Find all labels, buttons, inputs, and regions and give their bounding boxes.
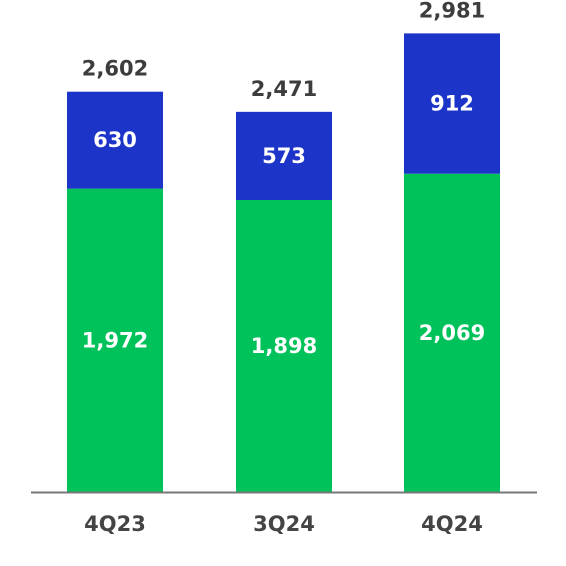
segment-value-label: 2,069 [419,321,485,345]
total-value-label: 2,981 [419,0,485,22]
segment-value-label: 912 [430,92,474,116]
total-value-label: 2,471 [251,77,317,101]
segment-value-label: 573 [262,144,306,168]
labels-group: 1,972 630 2,602 4Q23 1,898 573 2,471 3Q24 2,069 9… [82,0,485,536]
bar-segment-4q24-s1 [404,33,500,174]
segment-value-label: 1,972 [82,328,148,352]
bar-segment-3q24-s1 [236,111,332,200]
bar-segment-4q24-s0 [404,173,500,492]
bar-segment-4q23-s1 [67,91,163,189]
category-tick-label: 4Q23 [84,512,146,536]
segment-value-label: 1,898 [251,334,317,358]
total-value-label: 2,602 [82,57,148,81]
bar-segment-4q23-s0 [67,188,163,492]
category-tick-label: 4Q24 [421,512,483,536]
category-tick-label: 3Q24 [253,512,315,536]
segment-value-label: 630 [93,128,137,152]
bar-segment-3q24-s0 [236,200,332,492]
bars-group [67,33,500,492]
